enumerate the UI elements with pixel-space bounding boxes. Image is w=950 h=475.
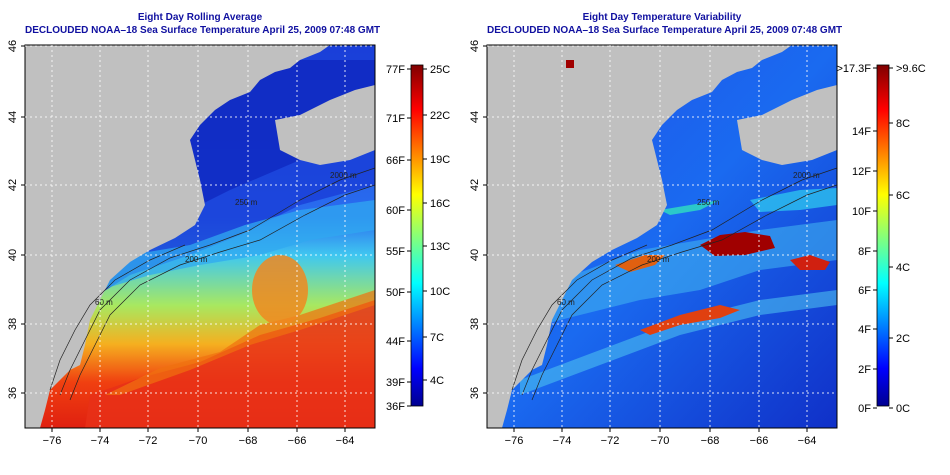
left-lat-label: 36 [7,387,19,399]
right-cb-right-label: 2C [896,333,910,345]
right-cb-right-label: 8C [896,118,910,130]
right-cb-left-label: 14F [852,126,871,138]
right-high-var-patch [700,232,775,256]
left-cb-right-label: 13C [430,241,450,253]
left-gridlines [25,45,375,428]
right-lat-label: 36 [469,387,481,399]
left-cb-left-label: 36F [386,401,405,413]
left-lon-label: −68 [239,435,258,447]
right-cb-left-label: 10F [852,206,871,218]
left-colorbar [410,64,424,407]
right-lon-label: −68 [701,435,720,447]
left-cb-right-label: 19C [430,154,450,166]
right-colorbar-labels: >17.3F 14F 12F 10F 8F 6F 4F 2F 0F >9.6C 8C 6C 4C 2C 0C [836,63,925,415]
right-lat-label: 44 [469,111,481,123]
left-cb-left-label: 55F [386,246,405,258]
right-cb-left-label: 0F [858,403,871,415]
right-cb-left-label: 8F [858,246,871,258]
right-lon-label: −64 [798,435,817,447]
right-colorbar [876,64,890,407]
right-cb-right-label: 4C [896,262,910,274]
right-lon-label: −74 [553,435,572,447]
left-cb-left-label: 50F [386,287,405,299]
right-cb-left-label: 2F [858,364,871,376]
left-lon-label: −64 [336,435,355,447]
left-axis-ticks: −76 −74 −72 −70 −68 −66 −64 46 44 42 40 38 36 [7,40,354,447]
right-contour-200: 200 m [647,255,670,264]
left-lon-label: −74 [91,435,110,447]
left-contour-200: 200 m [185,255,208,264]
right-lat-label: 42 [469,179,481,191]
right-cb-left-label: >17.3F [836,63,871,75]
left-title-line2: DECLOUDED NOAA–18 Sea Surface Temperatur… [25,25,381,36]
left-cb-left-label: 77F [386,64,405,76]
left-lon-label: −66 [288,435,307,447]
right-title-line2: DECLOUDED NOAA–18 Sea Surface Temperatur… [487,25,843,36]
left-colorbar-labels: 77F 71F 66F 60F 55F 50F 44F 39F 36F 25C 22C 19C 16C 1… [386,64,450,413]
left-cb-right-label: 10C [430,286,450,298]
right-axis-ticks: −76 −74 −72 −70 −68 −66 −64 46 44 42 40 38 36 [469,40,816,447]
left-lon-label: −70 [189,435,208,447]
left-lat-label: 38 [7,318,19,330]
left-map-frame [24,44,376,429]
right-cb-right-label: >9.6C [896,63,926,75]
left-lat-label: 46 [7,40,19,52]
left-cb-right-label: 22C [430,110,450,122]
right-cb-right-label: 0C [896,403,910,415]
left-cb-right-label: 4C [430,375,444,387]
left-land [25,45,330,428]
right-map-frame [486,44,838,429]
right-cb-left-label: 6F [858,285,871,297]
right-cb-left-label: 4F [858,324,871,336]
left-cb-left-label: 66F [386,155,405,167]
left-cb-right-label: 16C [430,198,450,210]
left-cb-left-label: 39F [386,377,405,389]
right-contour-250: 250 m [697,198,720,207]
left-contour-2000: 2000 m [330,171,357,180]
left-lat-label: 40 [7,249,19,261]
left-cb-left-label: 44F [386,336,405,348]
right-contour-60: 60 m [557,298,575,307]
right-lon-label: −76 [505,435,524,447]
left-contour-60: 60 m [95,298,113,307]
left-map: 2000 m 200 m 60 m 250 m [25,45,375,428]
right-cb-left-label: 12F [852,166,871,178]
right-lat-label: 38 [469,318,481,330]
right-title-line1: Eight Day Temperature Variability [582,12,742,23]
left-lat-label: 44 [7,111,19,123]
left-cb-right-label: 25C [430,64,450,76]
right-lon-label: −70 [651,435,670,447]
right-map: 2000 m 200 m 60 m 250 m [487,45,837,428]
right-lon-label: −72 [601,435,620,447]
left-lon-label: −72 [139,435,158,447]
left-title-line1: Eight Day Rolling Average [137,12,263,23]
right-gridlines [487,45,837,428]
left-lat-label: 42 [7,179,19,191]
left-lon-label: −76 [43,435,62,447]
right-land [487,45,792,428]
left-cb-right-label: 7C [430,332,444,344]
right-cb-right-label: 6C [896,190,910,202]
right-lat-label: 46 [469,40,481,52]
left-cb-left-label: 71F [386,113,405,125]
right-lon-label: −66 [750,435,769,447]
right-lat-label: 40 [469,249,481,261]
left-contour-250: 250 m [235,198,258,207]
left-cb-left-label: 60F [386,205,405,217]
